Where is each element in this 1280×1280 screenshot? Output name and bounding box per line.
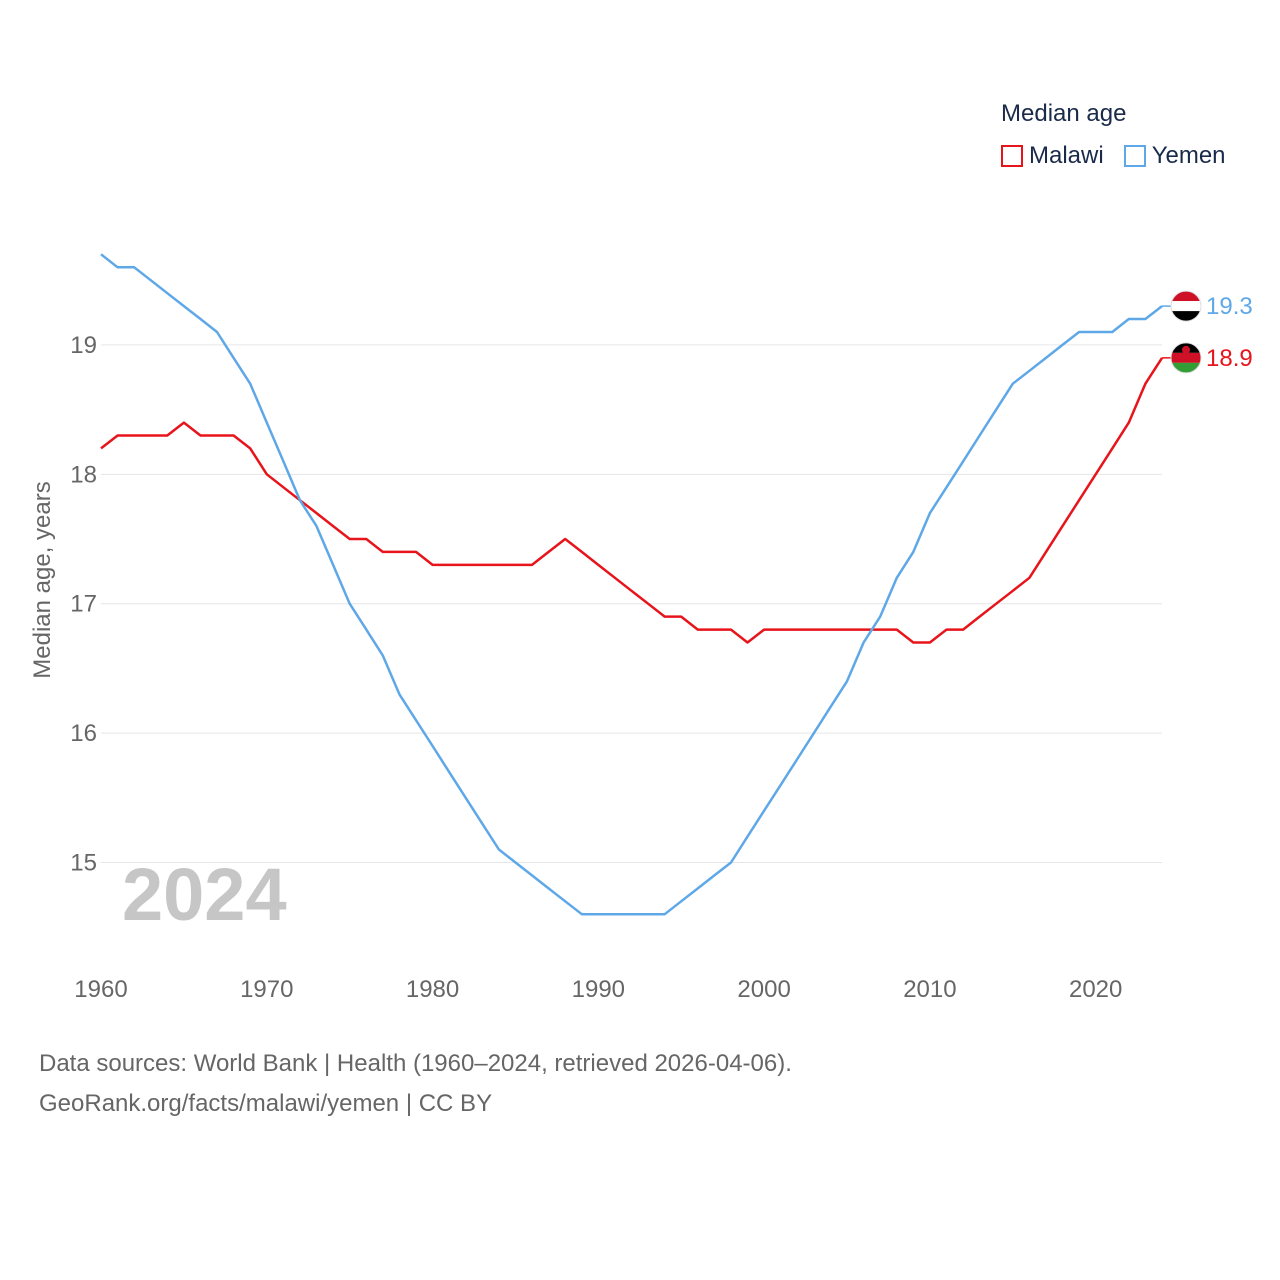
gridlines [101,344,1162,863]
y-tick-label: 18 [70,461,97,488]
series-line-malawi[interactable] [100,357,1164,644]
legend-item-yemen[interactable]: Yemen [1123,142,1226,170]
x-tick-label: 2000 [737,976,790,1003]
flag-ring [1170,290,1202,322]
flag-malawi-icon [1171,342,1201,373]
current-year-label: 2024 [122,853,287,936]
sources-line-1: Data sources: World Bank | Health (1960–… [39,1050,792,1077]
series-lines [100,253,1164,916]
legend-label-yemen: Yemen [1151,142,1226,169]
x-tick-label: 2010 [903,976,956,1003]
end-label-malawi: 18.9 [1206,345,1253,372]
flag-yemen-icon [1171,291,1201,322]
x-tick-label: 2020 [1069,976,1122,1003]
y-tick-label: 16 [70,720,97,747]
y-tick-label: 19 [70,332,97,359]
legend-swatch-yemen [1123,145,1146,167]
y-tick-label: 17 [70,591,97,618]
x-axis-ticks: 1960 1970 1980 1990 2000 2010 2020 [74,976,1122,1003]
legend: Malawi Yemen [1001,142,1246,170]
series-endpoints: 18.9 19.3 [1162,290,1253,374]
legend-title: Median age [1001,100,1127,127]
sources-line-2[interactable]: GeoRank.org/facts/malawi/yemen | CC BY [39,1090,493,1117]
x-tick-label: 1960 [74,976,127,1003]
y-tick-label: 15 [70,849,97,876]
y-axis-label: Median age, years [29,481,56,678]
legend-label-malawi: Malawi [1029,142,1104,169]
y-axis-ticks: 15 16 17 18 19 [70,332,97,877]
legend-swatch-malawi [1001,145,1023,167]
data-sources: Data sources: World Bank | Health (1960–… [39,1044,792,1124]
series-line-yemen[interactable] [100,253,1163,916]
flag-ring [1170,342,1202,374]
x-tick-label: 1990 [572,976,625,1003]
x-tick-label: 1980 [406,976,459,1003]
legend-item-malawi[interactable]: Malawi [1001,142,1104,170]
end-label-yemen: 19.3 [1206,293,1253,320]
x-tick-label: 1970 [240,976,293,1003]
